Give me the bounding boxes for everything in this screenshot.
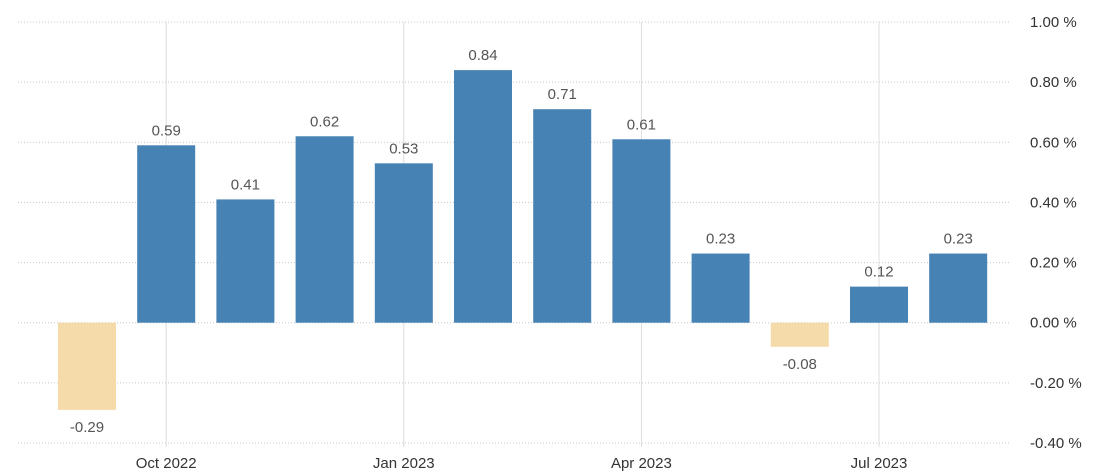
y-tick-label: 1.00 % [1030,14,1077,31]
data-label: 0.71 [548,86,577,103]
bar [770,322,829,347]
bar [374,163,433,323]
data-label: 0.84 [468,47,497,64]
bar [533,109,592,323]
y-axis: 1.00 % 0.80 % 0.60 % 0.40 % 0.20 % 0.00 % -0.2… [1030,14,1082,452]
bar [691,253,750,323]
data-label: 0.61 [627,116,656,133]
bar [850,286,908,323]
y-tick-label: 0.40 % [1030,194,1077,211]
y-tick-label: -0.40 % [1030,435,1082,452]
bar [295,136,354,323]
data-label: 0.23 [706,231,735,248]
bar [216,199,275,323]
data-label: 0.41 [231,176,260,193]
x-axis: Oct 2022 Jan 2023 Apr 2023 Jul 2023 [136,455,908,472]
bar [454,70,512,323]
data-labels: -0.29 0.59 0.41 0.62 0.53 0.84 0.71 0.61 0.23 -0.… [70,47,973,436]
y-tick-label: 0.00 % [1030,315,1077,332]
data-label: 0.53 [389,140,418,157]
data-label: 0.59 [152,122,181,139]
x-tick-label: Oct 2022 [136,455,197,472]
x-tick-label: Apr 2023 [611,455,672,472]
bar [137,145,196,323]
data-label: 0.12 [864,264,893,281]
data-label: -0.08 [783,356,817,373]
bar [612,139,671,323]
data-label: 0.23 [944,231,973,248]
bar [58,322,116,410]
data-label: 0.62 [310,113,339,130]
x-tick-label: Jan 2023 [373,455,435,472]
y-tick-label: -0.20 % [1030,375,1082,392]
y-tick-label: 0.60 % [1030,134,1077,151]
bar [929,253,988,323]
y-tick-label: 0.80 % [1030,74,1077,91]
bars [58,70,988,410]
y-tick-label: 0.20 % [1030,255,1077,272]
data-label: -0.29 [70,419,104,436]
x-tick-label: Jul 2023 [851,455,908,472]
